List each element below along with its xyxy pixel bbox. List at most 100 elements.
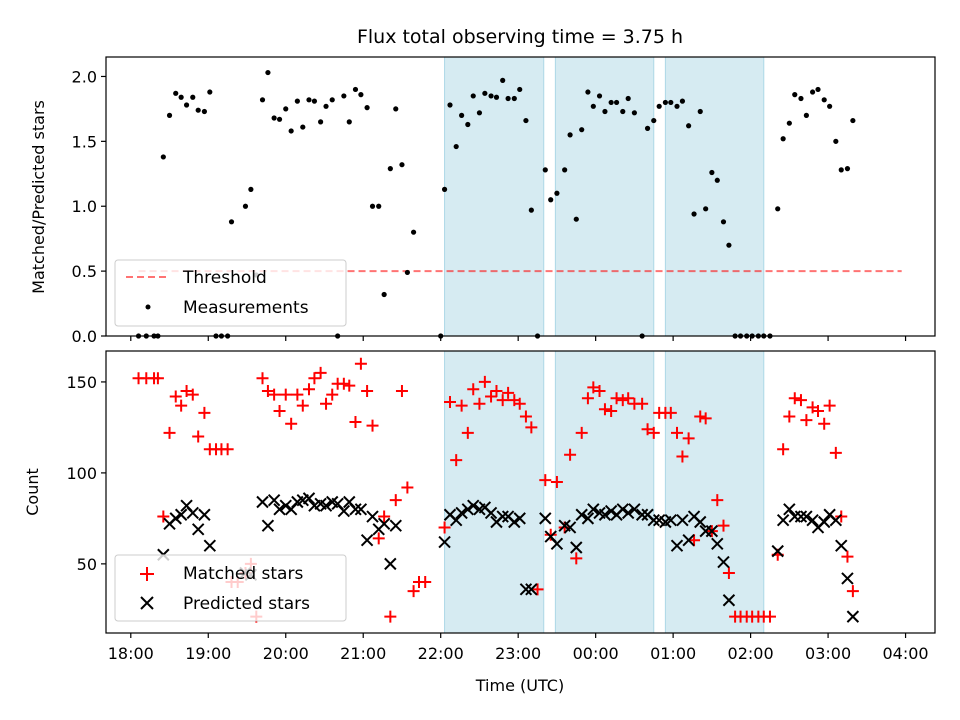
matched-star-point-34 [326,388,339,401]
measurement-point-7 [173,90,179,96]
measurement-point-61 [511,95,517,102]
predicted-star-point-86 [783,503,796,516]
measurement-point-68 [554,190,560,196]
matched-star-point-112 [800,414,813,427]
predicted-star-point-39 [455,506,468,520]
matched-stars-points [132,357,859,623]
measurement-point-23 [271,115,277,121]
measurement-point-24 [276,116,283,122]
matched-star-point-84 [636,397,649,410]
bottom-y-tick-label-2: 100 [66,464,97,483]
predicted-star-point-3 [169,512,182,525]
matched-star-point-46 [395,385,408,398]
x-tick-label-4: 21:00 [340,644,386,663]
predicted-star-point-70 [647,513,660,527]
x-tick-label-11: 04:00 [883,644,929,663]
matched-star-point-117 [829,446,842,459]
measurement-point-115 [833,138,839,144]
measurement-point-75 [596,93,603,99]
matched-star-point-28 [291,388,304,401]
matched-star-point-57 [473,397,486,410]
top-panel: Threshold Measurements 0.0 0.5 1.0 1.5 2.0 M… [29,56,936,346]
predicted-star-point-75 [676,513,689,527]
measurement-point-77 [608,99,614,106]
matched-star-point-120 [846,585,859,598]
predicted-star-point-78 [694,515,707,529]
predicted-star-point-16 [279,499,292,512]
measurement-point-64 [528,207,534,213]
matched-star-point-45 [389,494,402,507]
predicted-star-point-48 [508,515,521,529]
top-shaded-interval-2 [554,56,655,337]
top-y-tick-label-5: 2.0 [72,67,97,86]
bottom-y-tick-label-3: 150 [66,373,97,392]
matched-star-point-114 [812,405,825,418]
predicted-star-point-33 [377,517,391,531]
measurement-point-84 [651,117,657,124]
matched-star-point-76 [587,381,600,394]
measurement-point-85 [656,103,662,109]
measurement-point-87 [668,99,674,106]
matched-star-point-91 [676,450,689,463]
matched-star-point-80 [610,392,623,405]
bottom-legend-box [114,554,347,622]
top-y-axis: 0.0 0.5 1.0 1.5 2.0 [72,67,106,346]
measurement-point-51 [453,143,459,150]
measurement-point-22 [265,69,271,76]
measurement-point-97 [726,242,732,248]
measurement-point-26 [288,128,294,134]
matched-star-point-67 [531,583,544,596]
measurement-point-110 [803,112,809,118]
predicted-star-point-46 [496,510,509,523]
predicted-star-point-8 [198,508,211,521]
matched-star-point-36 [337,377,350,390]
bottom-y-axis: 50 100 150 [66,373,106,574]
measurement-point-27 [294,98,300,104]
matched-star-point-90 [671,426,684,439]
matched-star-point-23 [261,385,274,398]
predicted-star-point-51 [525,583,538,596]
measurement-point-39 [364,105,370,111]
matched-star-point-12 [198,406,211,419]
measurement-point-118 [850,117,856,124]
bottom-legend: Matched stars Predicted stars [114,554,347,622]
measurement-point-90 [686,123,692,129]
matched-star-point-115 [818,417,831,430]
x-tick-label-6: 23:00 [495,644,541,663]
predicted-star-point-34 [384,557,397,571]
measurement-point-12 [201,108,207,115]
predicted-star-point-13 [261,519,275,532]
legend-threshold-label: Threshold [182,268,267,288]
measurement-point-59 [500,77,506,83]
measurement-point-45 [399,162,405,168]
matched-star-point-89 [664,406,677,419]
matched-star-point-108 [777,443,790,456]
bottom-shaded-interval-3 [664,350,765,634]
measurement-point-74 [590,103,596,109]
measurement-point-43 [387,166,393,172]
matched-star-point-6 [163,426,176,439]
matched-star-point-92 [682,432,695,445]
measurement-point-38 [358,92,364,98]
matched-star-point-56 [467,383,480,396]
predicted-star-point-66 [621,506,635,520]
matched-star-point-62 [502,386,515,399]
measurement-point-117 [844,166,851,172]
measurement-point-108 [792,92,798,98]
measurement-point-41 [376,203,382,209]
matched-star-point-82 [622,392,635,405]
measurement-point-25 [283,106,289,112]
top-axes-frame [105,56,936,337]
measurement-point-113 [821,97,827,103]
measurement-point-89 [679,98,686,104]
matched-star-point-43 [378,510,391,523]
measurement-point-55 [476,110,483,116]
bottom-panel: Matched stars Predicted stars 50 100 150 1… [23,350,936,695]
matched-star-point-5 [157,510,170,523]
matched-star-point-78 [598,403,611,416]
predicted-star-point-36 [438,535,451,549]
bottom-x-axis: 18:00 19:00 20:00 21:00 22:00 23:00 00:00 01:00… [108,633,929,663]
measurement-point-46 [404,269,410,276]
measurement-point-67 [548,197,554,203]
x-tick-label-8: 01:00 [650,644,696,663]
